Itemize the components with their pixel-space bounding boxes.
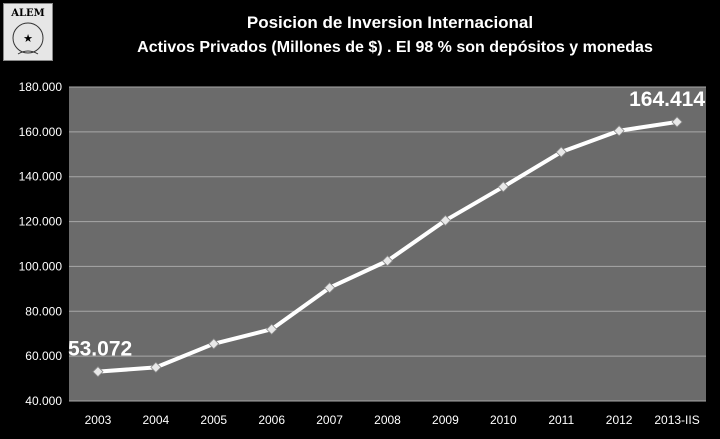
data-point [439, 214, 451, 227]
alem-logo: ALEM ★ [3, 3, 53, 61]
y-tick-label: 100.000 [19, 259, 63, 273]
logo-text: ALEM [11, 8, 45, 19]
data-point [497, 181, 509, 193]
svg-text:★: ★ [23, 33, 33, 45]
x-tick-label: 2005 [200, 413, 227, 427]
x-tick-label: 2011 [548, 413, 574, 427]
chart-titles: Posicion de Inversion Internacional Acti… [60, 12, 720, 59]
data-point [381, 255, 394, 267]
x-tick-label: 2003 [85, 413, 112, 427]
y-tick-label: 60.000 [25, 349, 62, 363]
x-tick-label: 2012 [606, 413, 633, 427]
y-tick-label: 160.000 [19, 125, 63, 139]
data-label: 164.414 [629, 88, 705, 111]
x-tick-label: 2008 [374, 413, 401, 427]
data-point [324, 282, 336, 294]
x-tick-label: 2010 [490, 413, 517, 427]
y-tick-label: 140.000 [19, 170, 63, 184]
x-tick-label: 2007 [316, 413, 343, 427]
x-tick-label: 2013-IIS [654, 413, 699, 427]
x-tick-label: 2006 [258, 413, 285, 427]
y-tick-label: 120.000 [19, 215, 63, 229]
data-label: 53.072 [68, 338, 132, 361]
y-tick-label: 180.000 [19, 80, 63, 94]
data-point [613, 125, 625, 137]
data-point [266, 323, 278, 335]
x-tick-label: 2004 [143, 413, 170, 427]
chart-title: Posicion de Inversion Internacional [246, 13, 534, 32]
y-tick-label: 40.000 [25, 394, 62, 408]
data-point [555, 146, 567, 158]
logo-emblem-icon: ★ [12, 22, 44, 55]
x-tick-label: 2009 [432, 413, 459, 427]
data-point [92, 366, 104, 378]
chart-subtitle: Activos Privados (Millones de $) . El 98… [137, 39, 653, 56]
data-point [671, 116, 683, 128]
y-tick-label: 80.000 [25, 304, 62, 318]
data-point [208, 338, 220, 350]
data-point [150, 361, 162, 373]
